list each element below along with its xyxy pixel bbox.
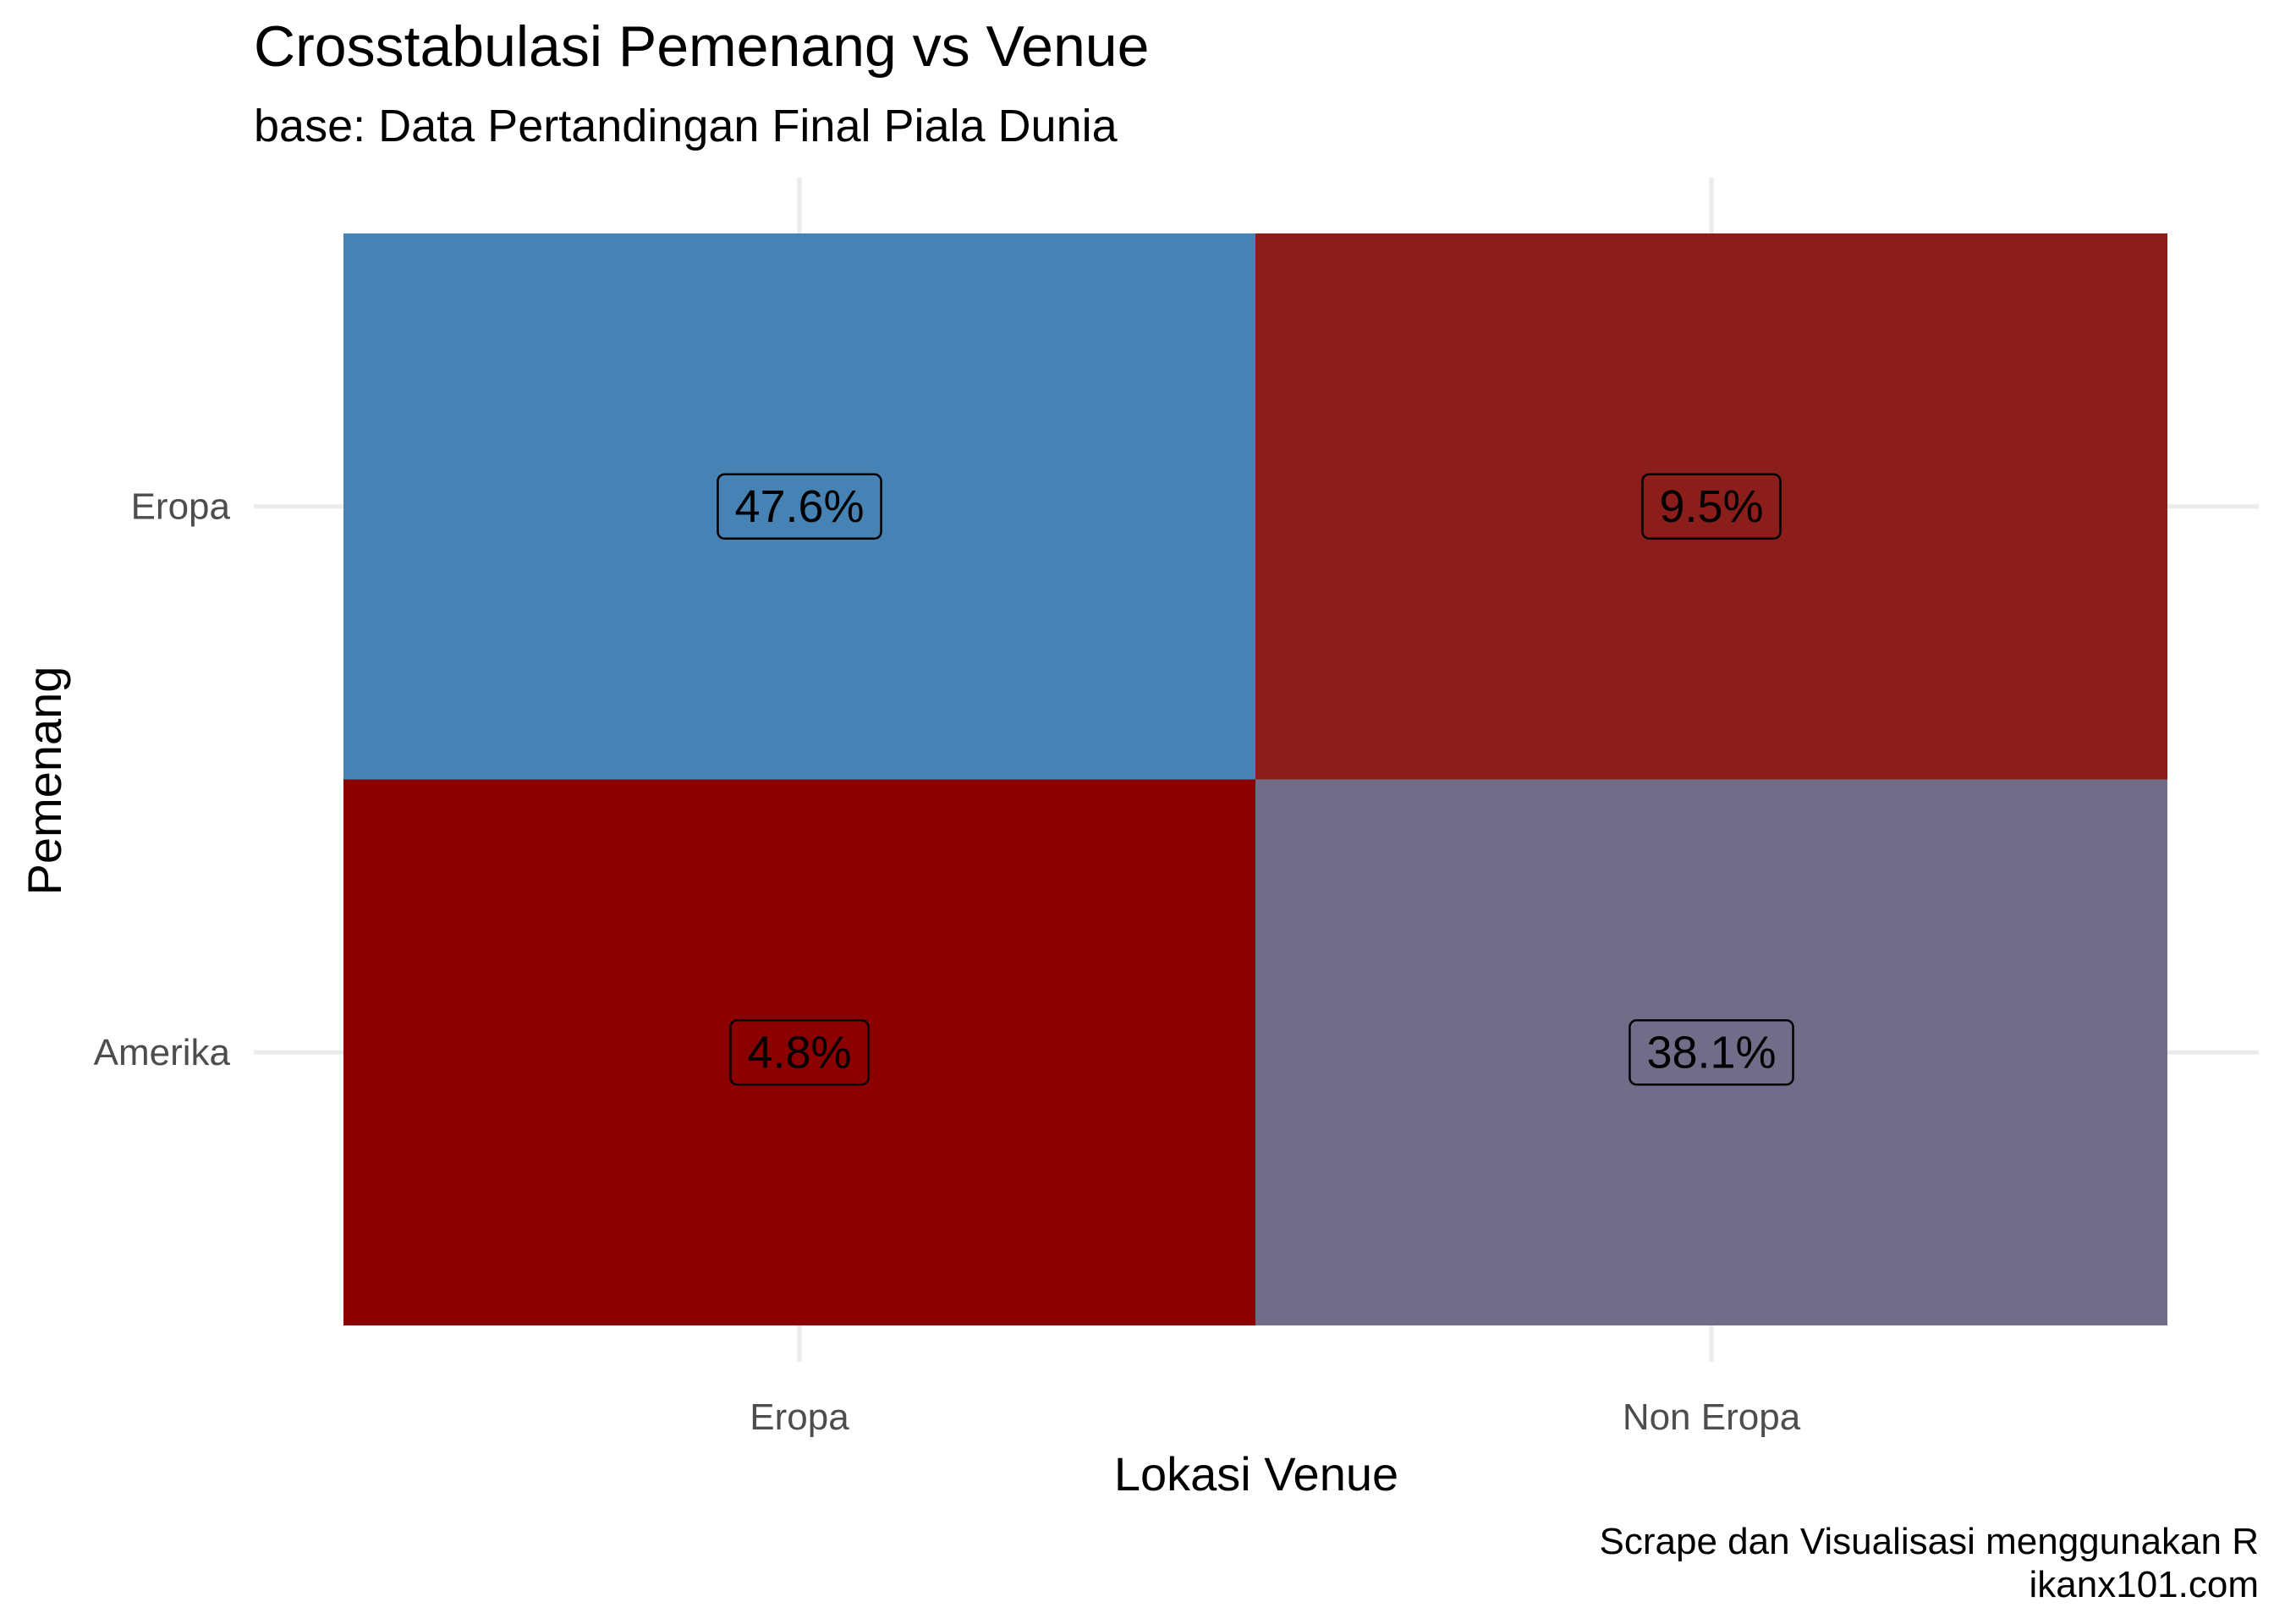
x-axis-title: Lokasi Venue — [1114, 1447, 1398, 1501]
cell-value-text: 38.1% — [1646, 1027, 1776, 1078]
x-tick-label-eropa: Eropa — [750, 1396, 849, 1438]
caption-credit: Scrape dan Visualisasi menggunakan R — [1600, 1521, 2259, 1562]
cell-label-box — [729, 1019, 870, 1086]
cell-label-amerika-non-eropa: 38.1% — [1629, 1019, 1794, 1086]
y-axis-title: Pemenang — [18, 667, 71, 896]
y-tick-label-amerika: Amerika — [94, 1032, 231, 1073]
cell-label-box — [717, 473, 882, 540]
x-tick-label-non-eropa: Non Eropa — [1623, 1396, 1801, 1438]
chart-title: Crosstabulasi Pemenang vs Venue — [254, 14, 1149, 79]
cell-value-text: 4.8% — [747, 1027, 851, 1078]
cell-labels: 47.6% 9.5% 4.8% 38.1% — [717, 473, 1794, 1086]
caption-website: ikanx101.com — [2030, 1564, 2259, 1605]
heatmap-cell-amerika-eropa — [343, 779, 1255, 1325]
cell-label-box — [1641, 473, 1782, 540]
heatmap-cell-eropa-eropa — [343, 233, 1255, 780]
y-tick-labels: Eropa Amerika — [94, 486, 231, 1073]
heatmap-cell-amerika-non-eropa — [1255, 779, 2167, 1325]
cell-label-eropa-non-eropa: 9.5% — [1641, 473, 1782, 540]
x-tick-labels: Eropa Non Eropa — [750, 1396, 1800, 1438]
cell-value-text: 9.5% — [1659, 481, 1763, 532]
cell-label-amerika-eropa: 4.8% — [729, 1019, 870, 1086]
cell-label-eropa-eropa: 47.6% — [717, 473, 882, 540]
y-tick-label-eropa: Eropa — [131, 486, 231, 527]
heatmap-cell-eropa-non-eropa — [1255, 233, 2167, 780]
cell-label-box — [1629, 1019, 1794, 1086]
chart-subtitle: base: Data Pertandingan Final Piala Duni… — [254, 101, 1118, 151]
cell-value-text: 47.6% — [734, 481, 864, 532]
heatmap-cells — [343, 233, 2167, 1325]
